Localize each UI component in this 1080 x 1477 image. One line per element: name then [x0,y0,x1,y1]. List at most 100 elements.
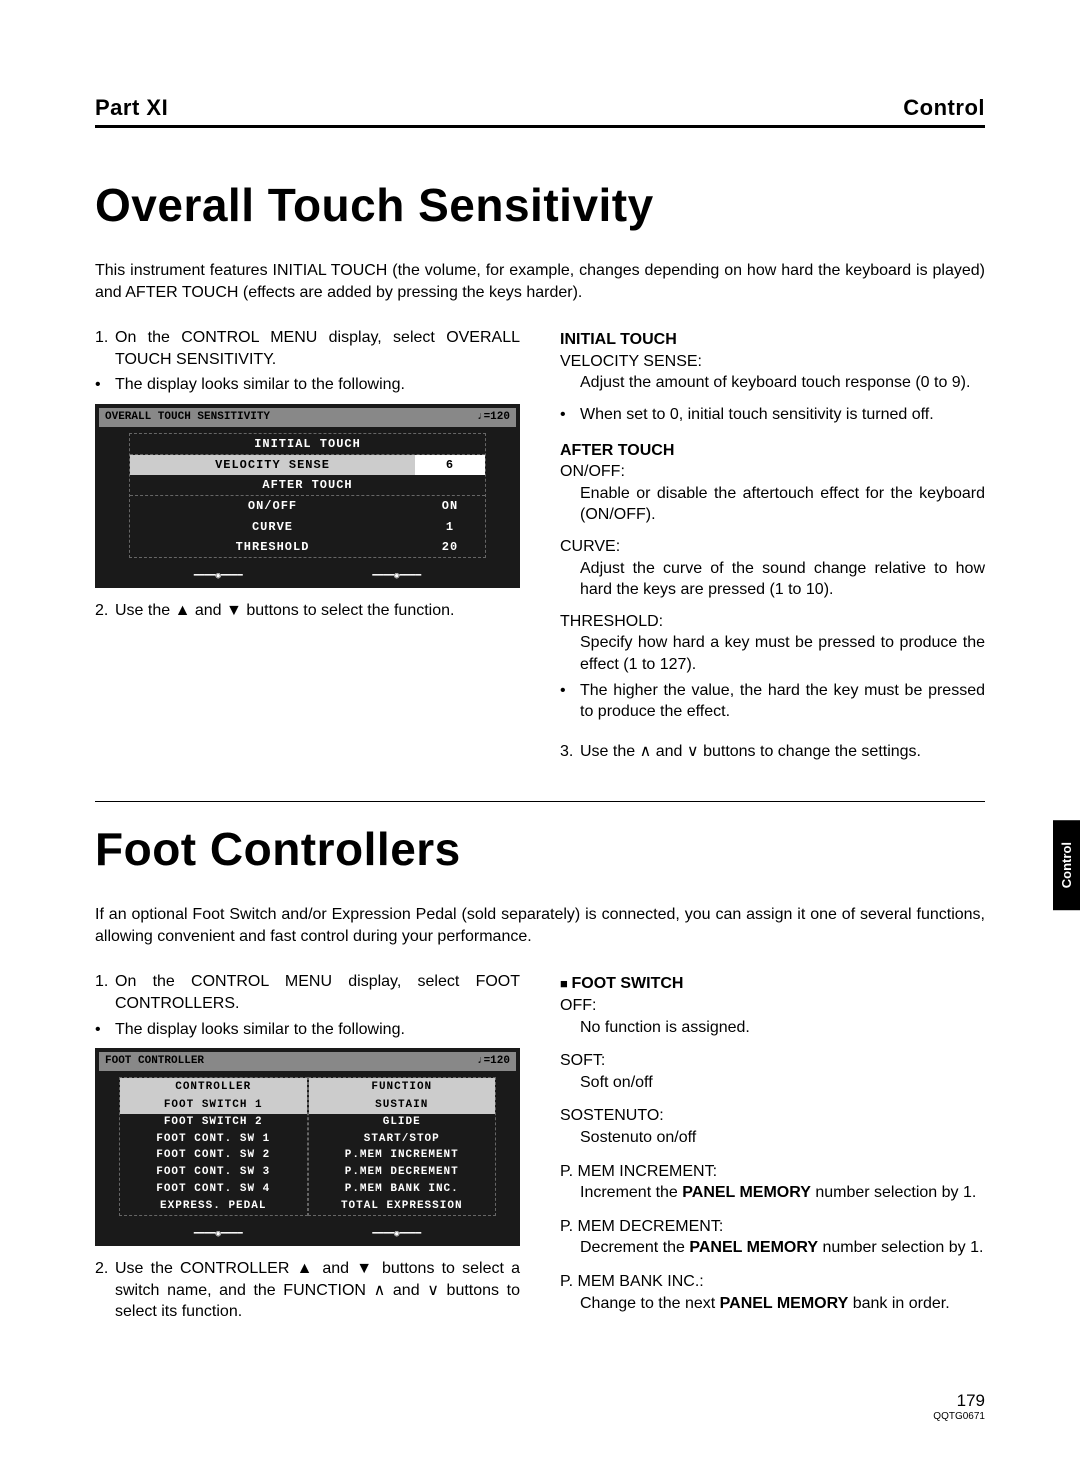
lcd1-footer-left: ━━━━◉━━━━ [194,570,243,582]
lcd1-tempo: ♩=120 [477,410,510,425]
lcd2-row-right: P.MEM DECREMENT [309,1164,496,1181]
step-number: 1. [95,327,115,370]
fn-pmem-dec: P. MEM DECREMENT: Decrement the PANEL ME… [560,1216,985,1259]
s2-bullet1: • The display looks similar to the follo… [95,1019,520,1041]
t: Change to the next [580,1295,720,1312]
lcd2-col-left: CONTROLLER FOOT SWITCH 1FOOT SWITCH 2FOO… [119,1077,308,1216]
triangle-down-icon [356,1260,375,1277]
bullet-text: The display looks similar to the followi… [115,374,520,396]
s1-step3-c: buttons to change the settings. [699,743,921,760]
s2r-h1: ■ FOOT SWITCH [560,973,985,995]
lcd2-tempo: ♩=120 [477,1054,510,1069]
lcd1-row2: ON/OFF ON [130,496,485,516]
lcd2-row-left: FOOT CONT. SW 1 [120,1131,307,1148]
lcd2-row-left: FOOT CONT. SW 4 [120,1181,307,1198]
fn-name: P. MEM DECREMENT: [560,1216,985,1238]
section2-title: Foot Controllers [95,822,985,876]
section2-right-col: ■ FOOT SWITCH OFF: No function is assign… [560,971,985,1326]
lcd1-title: OVERALL TOUCH SENSITIVITY [105,410,270,425]
wedge-down-icon [427,1282,439,1299]
s1r-h1: INITIAL TOUCH [560,329,985,351]
side-tab: Control [1053,820,1080,910]
fn-pmem-bank-inc: P. MEM BANK INC.: Change to the next PAN… [560,1271,985,1314]
section-divider [95,801,985,802]
lcd1-r2-val: ON [415,496,485,516]
section2-left-col: 1. On the CONTROL MENU display, select F… [95,971,520,1326]
s1r-p3-desc: Adjust the curve of the sound change rel… [560,558,985,601]
section2-columns: 1. On the CONTROL MENU display, select F… [95,971,985,1326]
t: PANEL MEMORY [720,1295,849,1312]
s1-step3-a: Use the [580,743,640,760]
t: number selection by 1. [811,1184,976,1201]
lcd1-r3-label: CURVE [130,517,415,537]
s1r-p4-name: THRESHOLD: [560,611,985,633]
section1-columns: 1. On the CONTROL MENU display, select O… [95,327,985,766]
s1r-p1-bullet: • When set to 0, initial touch sensitivi… [560,404,985,426]
section1-intro: This instrument features INITIAL TOUCH (… [95,260,985,303]
fn-sostenuto: SOSTENUTO: Sostenuto on/off [560,1105,985,1148]
square-icon: ■ [560,976,571,991]
step-text: On the CONTROL MENU display, select OVER… [115,327,520,370]
s2-step1: 1. On the CONTROL MENU display, select F… [95,971,520,1014]
step-number: 2. [95,600,115,622]
lcd-screenshot-1: OVERALL TOUCH SENSITIVITY ♩=120 INITIAL … [95,404,520,588]
s1-step2-b: and [190,602,226,619]
step-number: 2. [95,1258,115,1323]
fn-desc: No function is assigned. [560,1017,985,1039]
t: PANEL MEMORY [689,1239,818,1256]
step-text: Use the and buttons to change the settin… [580,741,985,763]
step-text: Use the CONTROLLER and buttons to select… [115,1258,520,1323]
step-number: 1. [95,971,115,1014]
wedge-up-icon [374,1282,386,1299]
lcd1-titlebar: OVERALL TOUCH SENSITIVITY ♩=120 [99,408,516,427]
fn-desc: Increment the PANEL MEMORY number select… [560,1182,985,1204]
s1-step3: 3. Use the and buttons to change the set… [560,741,985,763]
bullet-text: When set to 0, initial touch sensitivity… [580,404,985,426]
lcd2-body: CONTROLLER FOOT SWITCH 1FOOT SWITCH 2FOO… [119,1077,496,1216]
section-label: Control [903,95,985,121]
t: Increment the [580,1184,682,1201]
t: number selection by 1. [818,1239,983,1256]
lcd1-row1: VELOCITY SENSE 6 [130,455,485,475]
lcd2-row-right: P.MEM BANK INC. [309,1181,496,1198]
fn-desc: Sostenuto on/off [560,1127,985,1149]
t: Decrement the [580,1239,689,1256]
step-text: Use the and buttons to select the functi… [115,600,520,622]
bullet-dot-icon: • [560,404,580,426]
lcd2-title: FOOT CONTROLLER [105,1054,204,1069]
lcd1-h2: AFTER TOUCH [130,475,485,496]
s1-step2-a: Use the [115,602,175,619]
lcd2-h-left: CONTROLLER [120,1078,307,1097]
wedge-up-icon [640,743,652,760]
lcd2-row-left: FOOT CONT. SW 3 [120,1164,307,1181]
lcd1-body: INITIAL TOUCH VELOCITY SENSE 6 AFTER TOU… [129,433,486,558]
s1r-p3-name: CURVE: [560,536,985,558]
lcd2-col-right: FUNCTION SUSTAINGLIDESTART/STOPP.MEM INC… [308,1077,497,1216]
triangle-up-icon [175,602,191,619]
lcd2-row-right: SUSTAIN [309,1097,496,1114]
lcd1-r4-label: THRESHOLD [130,537,415,557]
lcd2-row-right: GLIDE [309,1114,496,1131]
bullet-text: The display looks similar to the followi… [115,1019,520,1041]
s2r-h1-text: FOOT SWITCH [571,975,683,992]
s1r-h2: AFTER TOUCH [560,440,985,462]
fn-name: P. MEM INCREMENT: [560,1161,985,1183]
lcd1-h1: INITIAL TOUCH [130,434,485,455]
lcd2-titlebar: FOOT CONTROLLER ♩=120 [99,1052,516,1071]
step-number: 3. [560,741,580,763]
page-footer: 179 QQTG0671 [933,1391,985,1422]
s1-step2: 2. Use the and buttons to select the fun… [95,600,520,622]
page-code: QQTG0671 [933,1411,985,1422]
section1-right-col: INITIAL TOUCH VELOCITY SENSE: Adjust the… [560,327,985,766]
s1r-p4-bullet: • The higher the value, the hard the key… [560,680,985,723]
s1-step3-b: and [651,743,687,760]
s2-step2-a: Use the CONTROLLER [115,1260,297,1277]
s1r-p1-name: VELOCITY SENSE: [560,351,985,373]
triangle-down-icon [226,602,242,619]
lcd2-row-right: START/STOP [309,1131,496,1148]
s2-step2: 2. Use the CONTROLLER and buttons to sel… [95,1258,520,1323]
s1-step1: 1. On the CONTROL MENU display, select O… [95,327,520,370]
fn-desc: Decrement the PANEL MEMORY number select… [560,1237,985,1259]
fn-soft: SOFT: Soft on/off [560,1050,985,1093]
bullet-dot-icon: • [95,1019,115,1041]
